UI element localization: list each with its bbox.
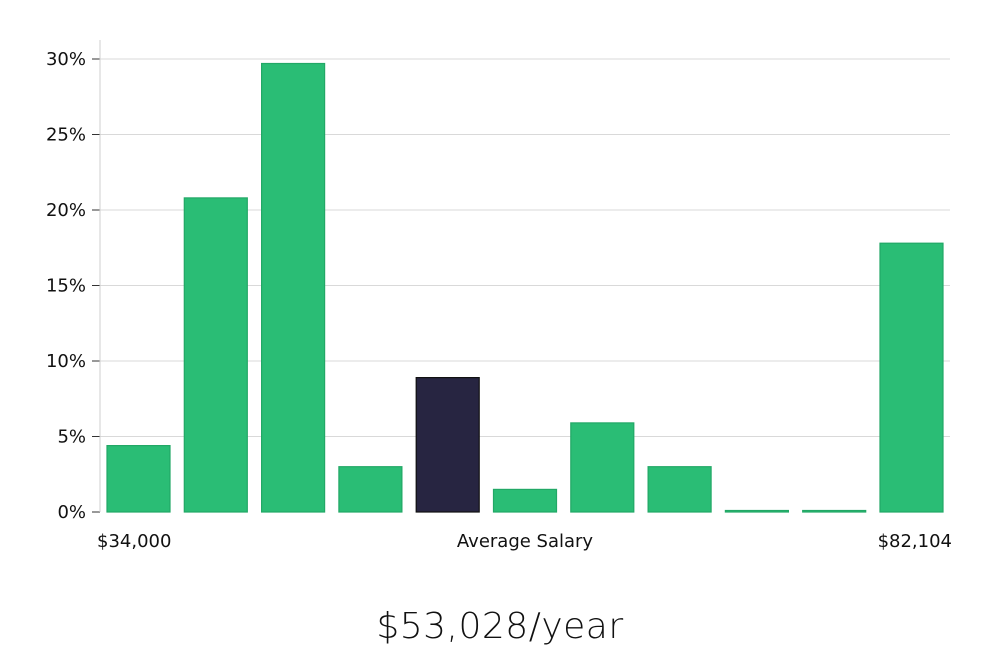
distribution-bar — [724, 509, 790, 513]
distribution-bar — [879, 242, 944, 513]
distribution-bar — [338, 466, 403, 513]
distribution-bar — [647, 466, 712, 513]
y-tick-label: 15% — [46, 276, 86, 297]
average-salary-bar — [415, 377, 480, 513]
y-axis: 0% 5% 10% 15% 20% 25% 30% — [46, 49, 100, 523]
y-tick-label: 5% — [57, 427, 86, 448]
distribution-bar — [183, 197, 248, 513]
distribution-bar — [492, 488, 558, 513]
salary-distribution-chart: 0% 5% 10% 15% 20% 25% 30% $34,000 Average Sala… — [46, 40, 952, 552]
average-salary-label: Average Salary — [457, 531, 594, 552]
min-salary-label: $34,000 — [97, 531, 171, 552]
y-tick-label: 0% — [57, 502, 86, 523]
max-salary-label: $82,104 — [878, 531, 952, 552]
y-tick-label: 30% — [46, 49, 86, 70]
distribution-bar — [570, 422, 635, 513]
y-tick-label: 25% — [46, 125, 86, 146]
y-tick-label: 20% — [46, 200, 86, 221]
distribution-bar — [802, 509, 867, 513]
y-tick-label: 10% — [46, 351, 86, 372]
distribution-bar — [261, 62, 326, 513]
distribution-bar — [106, 445, 171, 513]
bars — [106, 62, 944, 513]
average-salary-value: $53,028/year — [376, 606, 624, 647]
